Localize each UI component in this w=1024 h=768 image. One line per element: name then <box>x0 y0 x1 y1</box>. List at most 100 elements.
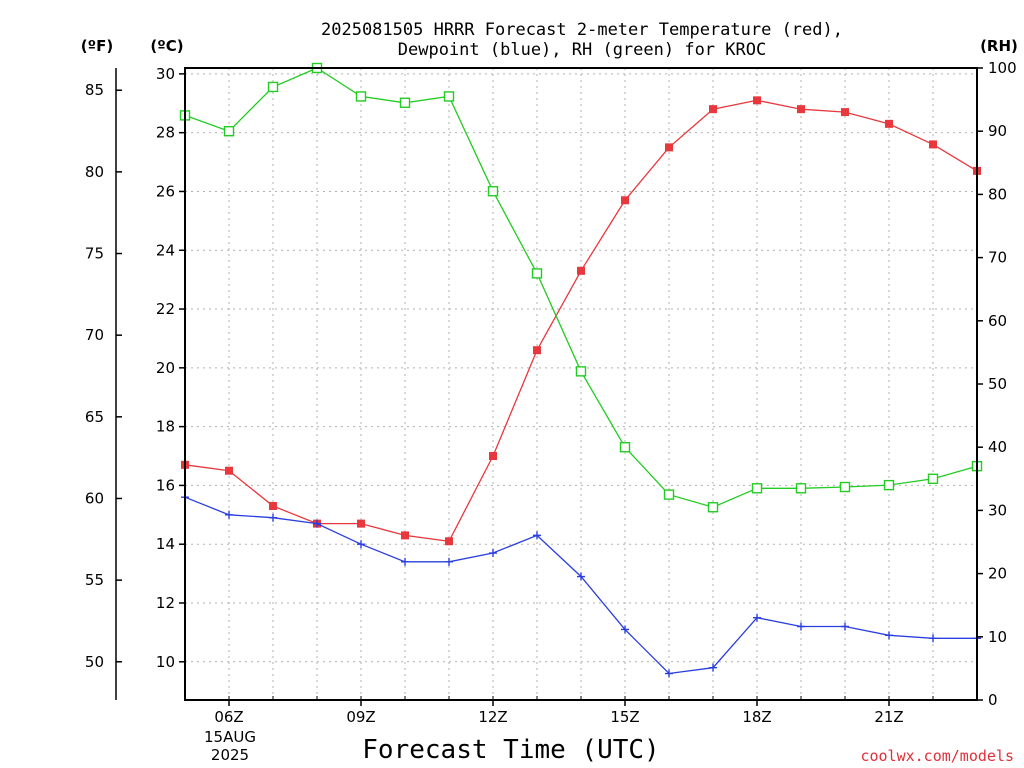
dewpoint-point <box>225 510 233 519</box>
fahrenheit-tick-label: 55 <box>85 571 104 589</box>
rh-point <box>751 483 763 494</box>
rh-point <box>355 91 367 102</box>
time-tick-label: 06Z <box>214 708 243 726</box>
rh-tick-label: 70 <box>988 249 1007 267</box>
celsius-tick-label: 12 <box>156 594 175 612</box>
dewpoint-point <box>357 540 365 549</box>
dewpoint-point <box>445 557 453 566</box>
fahrenheit-tick-label: 85 <box>85 81 104 99</box>
rh-point <box>267 81 279 93</box>
rh-point <box>575 366 587 377</box>
dewpoint-point <box>621 625 629 634</box>
rh-tick-label: 90 <box>988 122 1007 140</box>
chart-title-line2: Dewpoint (blue), RH (green) for KROC <box>398 40 766 60</box>
fahrenheit-tick-label: 75 <box>85 245 104 263</box>
temperature-point <box>357 519 365 528</box>
time-tick-label: 09Z <box>346 708 375 726</box>
rh-point <box>443 91 455 102</box>
temperature-point <box>665 143 673 152</box>
dewpoint-point <box>885 631 893 640</box>
fahrenheit-tick-label: 50 <box>85 653 104 671</box>
rh-tick-label: 20 <box>988 565 1007 583</box>
fahrenheit-tick-label: 65 <box>85 408 104 426</box>
chart-title-line1: 2025081505 HRRR Forecast 2-meter Tempera… <box>321 20 843 40</box>
dewpoint-point <box>709 663 717 672</box>
temperature-point <box>269 501 277 510</box>
series-dewpoint <box>181 493 981 678</box>
rh-tick-label: 40 <box>988 438 1007 456</box>
rh-point <box>399 97 411 108</box>
dewpoint-point <box>797 622 805 631</box>
temperature-point <box>841 108 849 117</box>
rh-point <box>795 483 807 494</box>
temperature-point <box>797 105 805 114</box>
celsius-tick-label: 26 <box>156 182 175 200</box>
fahrenheit-tick-label: 70 <box>85 326 104 344</box>
dewpoint-point <box>665 669 673 678</box>
celsius-tick-label: 24 <box>156 241 175 259</box>
plot-frame <box>184 67 978 701</box>
time-tick-label: 15Z <box>610 708 639 726</box>
temperature-point <box>577 266 585 275</box>
fahrenheit-tick-label: 80 <box>85 163 104 181</box>
rh-point <box>487 186 499 197</box>
dewpoint-point <box>489 549 497 558</box>
rh-point <box>839 481 851 493</box>
temperature-point <box>445 537 453 546</box>
temperature-point <box>885 119 893 128</box>
temperature-point <box>533 346 541 355</box>
time-tick-label: 21Z <box>874 708 903 726</box>
celsius-tick-label: 22 <box>156 300 175 318</box>
rh-point <box>707 502 719 513</box>
rh-tick-label: 100 <box>988 59 1017 77</box>
celsius-tick-label: 14 <box>156 535 175 553</box>
fahrenheit-tick-label: 60 <box>85 489 104 507</box>
rh-point <box>619 442 631 453</box>
celsius-tick-label: 28 <box>156 124 175 142</box>
gridlines <box>185 68 977 700</box>
celsius-tick-label: 10 <box>156 653 175 671</box>
temperature-point <box>929 140 937 149</box>
series-rh <box>179 62 983 513</box>
credit-label: coolwx.com/models <box>860 747 1014 765</box>
dewpoint-point <box>533 531 541 540</box>
dewpoint-point <box>929 634 937 643</box>
rh-tick-label: 10 <box>988 628 1007 646</box>
date-label-day: 15AUG <box>204 728 256 746</box>
celsius-unit-label: (ºC) <box>150 37 183 55</box>
celsius-tick-label: 18 <box>156 418 175 436</box>
fahrenheit-axis-ticks: 50 55 60 65 70 75 80 85 <box>85 81 122 671</box>
temperature-point <box>401 531 409 540</box>
temperature-point <box>753 96 761 105</box>
rh-tick-label: 80 <box>988 185 1007 203</box>
dewpoint-point <box>841 622 849 631</box>
rh-point <box>927 473 939 484</box>
temperature-point <box>489 452 497 461</box>
celsius-tick-label: 16 <box>156 476 175 494</box>
rh-tick-label: 30 <box>988 501 1007 519</box>
dewpoint-point <box>269 513 277 522</box>
rh-point <box>531 268 543 279</box>
dewpoint-point <box>753 613 761 622</box>
rh-axis-ticks: 0 10 20 30 40 50 60 70 80 90 100 <box>977 59 1017 709</box>
rh-tick-label: 50 <box>988 375 1007 393</box>
rh-unit-label: (RH) <box>980 37 1018 55</box>
temperature-point <box>621 196 629 205</box>
celsius-tick-label: 30 <box>156 65 175 83</box>
celsius-tick-label: 20 <box>156 359 175 377</box>
celsius-axis-ticks: 10 12 14 16 18 20 22 24 26 28 30 <box>156 65 185 671</box>
time-tick-label: 12Z <box>478 708 507 726</box>
rh-point <box>663 489 675 500</box>
temperature-point <box>225 466 233 475</box>
dewpoint-point <box>577 572 585 581</box>
rh-tick-label: 60 <box>988 312 1007 330</box>
date-label-year: 2025 <box>211 746 249 764</box>
rh-point <box>883 479 895 491</box>
x-axis-title: Forecast Time (UTC) <box>362 735 659 765</box>
rh-tick-label: 0 <box>988 691 998 709</box>
fahrenheit-unit-label: (ºF) <box>81 37 113 55</box>
temperature-point <box>709 105 717 114</box>
time-tick-label: 18Z <box>742 708 771 726</box>
dewpoint-point <box>313 519 321 528</box>
